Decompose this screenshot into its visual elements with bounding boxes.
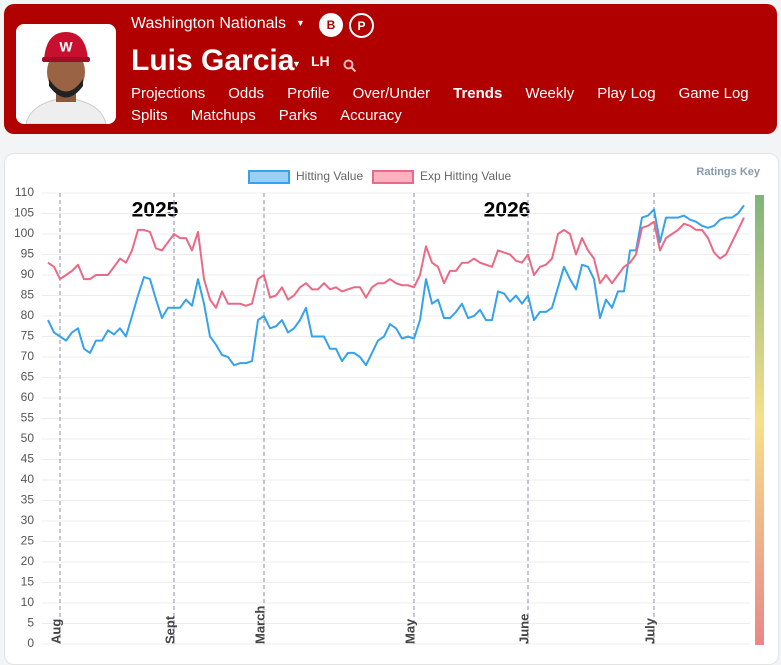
x-tick-label: May	[402, 618, 417, 644]
y-tick-label: 40	[21, 472, 35, 486]
legend-label: Hitting Value	[296, 169, 363, 183]
y-tick-label: 35	[21, 493, 35, 507]
nav-item[interactable]: Matchups	[190, 107, 256, 124]
nav-item[interactable]: Play Log	[597, 85, 656, 102]
team-caret[interactable]: ▼	[296, 18, 305, 28]
year-annotation: 2025	[132, 199, 179, 222]
badge-batter[interactable]: B	[319, 13, 343, 37]
search-icon[interactable]	[343, 59, 357, 73]
y-tick-label: 90	[21, 267, 35, 281]
y-tick-label: 75	[21, 329, 35, 343]
y-tick-label: 110	[15, 185, 34, 199]
y-tick-label: 105	[14, 206, 34, 220]
y-tick-label: 20	[21, 554, 35, 568]
chart-card	[4, 153, 779, 665]
ratings-bar	[755, 195, 764, 645]
nav-item[interactable]: Splits	[131, 107, 168, 124]
player-header: W Washington Nationals ▼ B P Luis Garcia…	[4, 4, 777, 134]
bats-hand: LH	[311, 53, 330, 69]
nav-item[interactable]: Profile	[287, 85, 330, 102]
legend-swatch	[248, 170, 290, 184]
y-tick-label: 80	[21, 308, 35, 322]
series-line	[47, 217, 745, 309]
x-tick-label: Aug	[48, 619, 63, 644]
y-tick-label: 95	[21, 247, 35, 261]
y-tick-label: 30	[21, 513, 35, 527]
team-name[interactable]: Washington Nationals	[131, 15, 287, 32]
nav-item[interactable]: Parks	[278, 107, 318, 124]
y-tick-label: 25	[21, 534, 35, 548]
year-annotation: 2026	[484, 199, 531, 222]
legend-swatch	[372, 170, 414, 184]
photo-art: W	[25, 32, 107, 124]
ratings-key[interactable]: Ratings Key	[696, 166, 760, 178]
player-caret[interactable]: ▼	[292, 59, 301, 69]
y-tick-label: 15	[21, 575, 35, 589]
y-tick-label: 50	[21, 431, 35, 445]
y-tick-label: 0	[27, 636, 34, 650]
svg-text:W: W	[59, 39, 73, 55]
legend-label: Exp Hitting Value	[420, 169, 511, 183]
badge-pitcher[interactable]: P	[349, 13, 374, 38]
y-tick-label: 5	[27, 616, 34, 630]
y-tick-label: 10	[21, 595, 35, 609]
nav-item[interactable]: Odds	[228, 85, 265, 102]
y-tick-label: 55	[21, 411, 35, 425]
x-tick-label: Sept	[162, 615, 177, 644]
player-name: Luis Garcia	[131, 44, 295, 77]
y-tick-label: 60	[21, 390, 35, 404]
player-photo: W	[16, 24, 116, 124]
nav-item[interactable]: Projections	[131, 85, 206, 102]
y-tick-label: 65	[21, 370, 35, 384]
nav-item[interactable]: Trends	[453, 85, 503, 102]
nav-item[interactable]: Weekly	[525, 85, 575, 102]
x-tick-label: July	[642, 617, 657, 644]
nav-item[interactable]: Over/Under	[352, 85, 431, 102]
nav-item[interactable]: Game Log	[678, 85, 749, 102]
x-tick-label: June	[516, 614, 531, 644]
y-tick-label: 100	[14, 226, 34, 240]
y-tick-label: 70	[21, 349, 35, 363]
series-line	[47, 204, 745, 367]
x-tick-label: March	[252, 606, 267, 644]
y-tick-label: 45	[21, 452, 35, 466]
y-tick-label: 85	[21, 288, 35, 302]
nav-item[interactable]: Accuracy	[340, 107, 402, 124]
nav-bar: Projections Odds Profile Over/Under Trends We…	[131, 85, 751, 124]
